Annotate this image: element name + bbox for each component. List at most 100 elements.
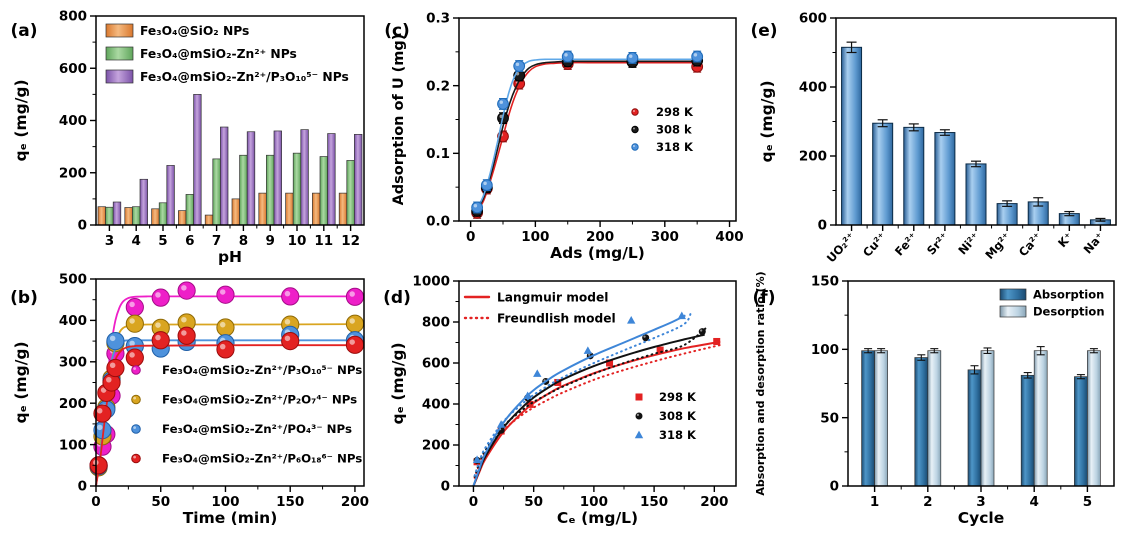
svg-text:400: 400	[59, 313, 87, 329]
svg-text:(d): (d)	[383, 288, 411, 308]
svg-text:(a): (a)	[10, 21, 37, 41]
svg-text:K⁺: K⁺	[1055, 230, 1075, 251]
svg-text:800: 800	[422, 315, 450, 331]
svg-text:3: 3	[105, 233, 114, 249]
svg-text:Adsorption of U (mg): Adsorption of U (mg)	[391, 34, 407, 206]
svg-text:Na⁺: Na⁺	[1081, 230, 1107, 257]
svg-text:0: 0	[78, 218, 87, 234]
svg-text:Desorption: Desorption	[1033, 305, 1105, 319]
svg-text:308 k: 308 k	[656, 123, 692, 137]
svg-text:50: 50	[151, 494, 170, 510]
svg-text:400: 400	[799, 80, 827, 96]
svg-text:qₑ (mg/g): qₑ (mg/g)	[12, 79, 30, 161]
svg-text:300: 300	[651, 229, 679, 245]
svg-text:11: 11	[314, 233, 333, 249]
svg-text:UO₂²⁺: UO₂²⁺	[824, 230, 858, 266]
plot-area-c	[471, 50, 704, 219]
series-f-0	[861, 348, 1088, 487]
svg-text:Fe₃O₄@mSiO₂-Zn²⁺/P₂O₇⁴⁻ NPs: Fe₃O₄@mSiO₂-Zn²⁺/P₂O₇⁴⁻ NPs	[162, 393, 357, 407]
svg-text:Sr²⁺: Sr²⁺	[924, 230, 951, 258]
svg-text:800: 800	[59, 9, 87, 25]
svg-text:0.0: 0.0	[426, 214, 450, 230]
panel-d-chart: 0 200 400 600 800 1000 0 50 100 150 200 Cₑ (mg/L) qₑ…	[383, 274, 737, 527]
svg-text:0.3: 0.3	[426, 11, 450, 27]
svg-text:400: 400	[715, 229, 743, 245]
svg-text:5: 5	[158, 233, 167, 249]
svg-text:400: 400	[422, 397, 450, 413]
svg-text:4: 4	[1029, 494, 1038, 510]
svg-text:Ca²⁺: Ca²⁺	[1016, 230, 1045, 260]
svg-text:8: 8	[239, 233, 248, 249]
svg-text:100: 100	[521, 229, 549, 245]
svg-text:Ni²⁺: Ni²⁺	[955, 230, 982, 258]
svg-text:Fe₃O₄@mSiO₂-Zn²⁺ NPs: Fe₃O₄@mSiO₂-Zn²⁺ NPs	[140, 47, 297, 61]
svg-text:qₑ (mg/g): qₑ (mg/g)	[758, 80, 776, 162]
legend-f: Absorption Desorption	[999, 288, 1105, 319]
svg-text:1: 1	[870, 494, 879, 510]
plot-area-f	[861, 346, 1101, 487]
series-c-2	[471, 50, 704, 214]
svg-text:1000: 1000	[412, 274, 450, 290]
svg-text:Cycle: Cycle	[958, 509, 1005, 527]
svg-text:Cₑ (mg/L): Cₑ (mg/L)	[557, 509, 638, 527]
series-a-2	[112, 94, 363, 226]
svg-text:0: 0	[91, 494, 100, 510]
svg-text:0.2: 0.2	[426, 78, 450, 94]
series-b-3	[89, 326, 365, 487]
axes-b: 0 100 200 300 400 500 0 50 100 150 200 Time (min) qₑ…	[10, 272, 369, 527]
svg-text:150: 150	[811, 274, 839, 290]
svg-text:600: 600	[422, 356, 450, 372]
svg-text:600: 600	[59, 61, 87, 77]
panel-c: 0.0 0.1 0.2 0.3 0 100 200 300 400 Ads (mg/L) Adsor…	[373, 0, 748, 267]
svg-text:Fe₃O₄@mSiO₂-Zn²⁺/PO₄³⁻ NPs: Fe₃O₄@mSiO₂-Zn²⁺/PO₄³⁻ NPs	[162, 422, 352, 436]
svg-text:9: 9	[265, 233, 274, 249]
series-c-0	[471, 55, 704, 219]
svg-text:(e): (e)	[750, 21, 777, 41]
svg-text:Cu²⁺: Cu²⁺	[860, 230, 889, 260]
svg-text:298 K: 298 K	[659, 390, 697, 404]
axes-e: 0 200 400 600 UO₂²⁺ Cu²⁺ Fe²⁺ Sr²⁺ Ni²⁺ Mg²⁺ Ca²⁺ K…	[750, 11, 1117, 266]
svg-text:0.1: 0.1	[426, 146, 450, 162]
series-f-1	[874, 346, 1101, 487]
svg-text:Fe₃O₄@SiO₂ NPs: Fe₃O₄@SiO₂ NPs	[140, 24, 249, 38]
axes-f: 0 50 100 150 1 2 3 4 5 Cycle Absorption and desorp…	[753, 271, 1115, 527]
svg-text:200: 200	[799, 149, 827, 165]
svg-text:50: 50	[820, 410, 839, 426]
svg-text:200: 200	[422, 438, 450, 454]
svg-text:Fe²⁺: Fe²⁺	[892, 230, 920, 259]
svg-text:pH: pH	[218, 248, 242, 266]
svg-text:100: 100	[580, 494, 608, 510]
svg-text:0: 0	[78, 479, 87, 495]
svg-text:6: 6	[185, 233, 194, 249]
svg-text:7: 7	[212, 233, 221, 249]
svg-text:(b): (b)	[10, 288, 38, 308]
svg-text:Time (min): Time (min)	[183, 509, 278, 527]
svg-text:200: 200	[341, 494, 369, 510]
svg-text:308 K: 308 K	[659, 409, 697, 423]
legend-d: Langmuir model Freundlish model 298 K 308 K…	[463, 290, 697, 442]
svg-text:50: 50	[524, 494, 543, 510]
svg-text:(c): (c)	[384, 21, 410, 41]
panel-a: 0 200 400 600 800 3 4 5 6 7 8 9 10 11 12 pH qₑ (mg/g) (a)…	[0, 0, 373, 267]
svg-text:3: 3	[976, 494, 985, 510]
axes-d: 0 200 400 600 800 1000 0 50 100 150 200 Cₑ (mg/L) qₑ…	[383, 274, 737, 527]
svg-text:5: 5	[1083, 494, 1092, 510]
panel-a-chart: 0 200 400 600 800 3 4 5 6 7 8 9 10 11 12 pH qₑ (mg/g) (a)…	[10, 9, 365, 266]
svg-text:100: 100	[59, 437, 87, 453]
svg-text:2: 2	[923, 494, 932, 510]
svg-text:qₑ (mg/g): qₑ (mg/g)	[12, 341, 30, 423]
panel-b-chart: 0 100 200 300 400 500 0 50 100 150 200 Time (min) qₑ…	[10, 272, 369, 527]
svg-text:qₑ (mg/g): qₑ (mg/g)	[389, 342, 407, 424]
panel-b: 0 100 200 300 400 500 0 50 100 150 200 Time (min) qₑ…	[0, 267, 373, 534]
svg-text:200: 200	[59, 396, 87, 412]
series-d-2	[472, 309, 693, 487]
svg-text:Fe₃O₄@mSiO₂-Zn²⁺/P₆O₁₈⁶⁻ NPs: Fe₃O₄@mSiO₂-Zn²⁺/P₆O₁₈⁶⁻ NPs	[162, 452, 362, 466]
svg-text:300: 300	[59, 355, 87, 371]
svg-text:Absorption: Absorption	[1033, 288, 1104, 302]
svg-text:Fe₃O₄@mSiO₂-Zn²⁺/P₃O₁₀⁵⁻ NPs: Fe₃O₄@mSiO₂-Zn²⁺/P₃O₁₀⁵⁻ NPs	[162, 363, 362, 377]
svg-text:150: 150	[640, 494, 668, 510]
legend-c: 298 K 308 k 318 K	[631, 105, 694, 154]
panel-c-chart: 0.0 0.1 0.2 0.3 0 100 200 300 400 Ads (mg/L) Adsor…	[384, 11, 743, 262]
svg-text:200: 200	[59, 165, 87, 181]
svg-text:500: 500	[59, 272, 87, 288]
